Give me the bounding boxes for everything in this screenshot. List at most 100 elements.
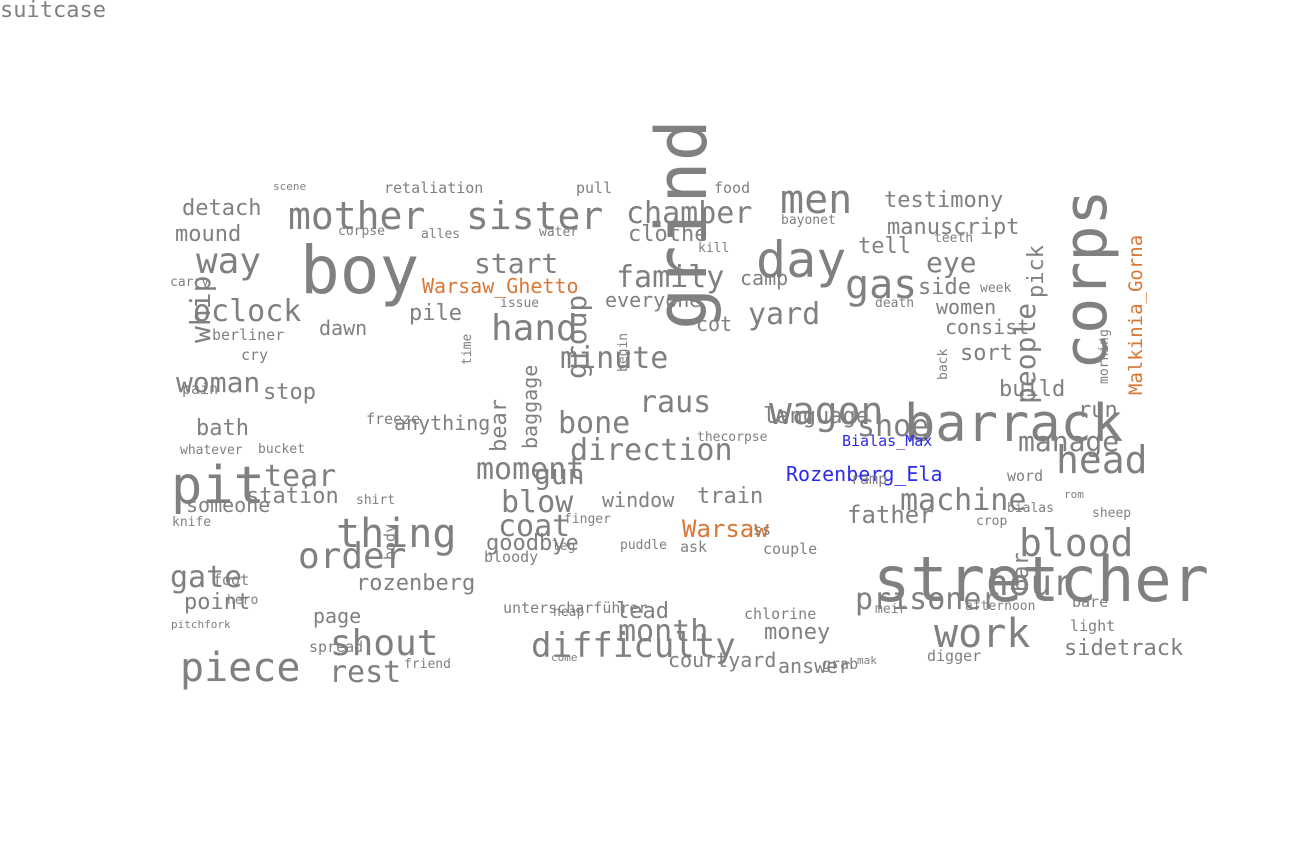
word-warsaw: Warsaw <box>682 515 769 543</box>
word-hour: hour <box>987 563 1074 604</box>
word-back: back <box>936 348 951 380</box>
word-issue: issue <box>500 296 540 311</box>
word-body: body <box>381 523 399 560</box>
word-rest: rest <box>329 655 402 690</box>
word-finger: finger <box>564 512 611 527</box>
word-detach: detach <box>182 196 262 221</box>
word-blow: blow <box>501 485 574 520</box>
word-wagon: wagon <box>769 389 884 433</box>
word-gas: gas <box>845 262 918 308</box>
word-sidetrack: sidetrack <box>1064 636 1184 661</box>
word-eye: eye <box>926 246 977 279</box>
word-teeth: teeth <box>934 231 974 246</box>
word-pit: pit <box>171 456 265 516</box>
word-shoe: shoe <box>857 409 930 444</box>
word-someone: someone <box>186 493 271 517</box>
word-language: language <box>763 404 869 429</box>
word-grind: grind <box>641 119 723 330</box>
word-run: run <box>1078 398 1118 423</box>
word-grab: grab <box>822 655 859 673</box>
word-work: work <box>934 611 1031 657</box>
word-manage: manage <box>1018 425 1120 458</box>
word-everyone: everyone <box>605 288 702 312</box>
word-rozenberg: rozenberg <box>356 571 476 596</box>
word-mother: mother <box>288 194 426 238</box>
word-heap: heap <box>553 605 585 620</box>
word-consist: consist <box>945 315 1030 339</box>
word-hand: hand <box>491 308 578 349</box>
word-tell: tell <box>858 234 911 259</box>
word-unterscharf-hrer: unterscharführer <box>503 599 648 617</box>
word-gate: gate <box>170 560 243 595</box>
word-bare: bare <box>1072 593 1109 611</box>
word-shirt: shirt <box>356 493 396 508</box>
word-pick: pick <box>1024 245 1049 298</box>
word-side: side <box>918 275 971 300</box>
word-start: start <box>474 247 559 280</box>
word-cot: cot <box>696 312 733 336</box>
word-thecorpse: thecorpse <box>697 430 768 445</box>
word-direction: direction <box>570 433 733 468</box>
word-bloody: bloody <box>484 548 539 566</box>
word-bayonet: bayonet <box>781 213 836 228</box>
word-shout: shout <box>330 623 439 664</box>
word-bar: bar <box>1009 552 1034 592</box>
word-window: window <box>602 488 675 512</box>
word-women: women <box>936 295 997 319</box>
word-moment: moment <box>476 452 585 487</box>
word-chamber: chamber <box>626 196 753 231</box>
word-corpse: corpse <box>338 224 385 239</box>
word-month: month <box>618 614 709 649</box>
word-scene: scene <box>273 180 307 193</box>
word-point: point <box>184 590 251 615</box>
word-rozenberg-ela: Rozenberg_Ela <box>786 462 943 486</box>
word-sheep: sheep <box>1092 506 1132 521</box>
word-oclock: oclock <box>193 294 302 329</box>
word-freeze: freeze <box>366 410 421 428</box>
word-raus: raus <box>639 385 712 420</box>
word-family: family <box>616 260 725 295</box>
word-pull: pull <box>576 179 613 197</box>
word-goodbye: goodbye <box>486 531 579 556</box>
word-carry: carry <box>170 275 210 290</box>
word-father: father <box>847 501 934 529</box>
word-leg: leg <box>552 539 576 554</box>
word-berliner: berliner <box>212 326 285 344</box>
word-stretcher: stretcher <box>873 543 1209 616</box>
word-ask: ask <box>680 538 708 556</box>
word-woman: woman <box>176 366 261 399</box>
word-time: time <box>460 333 475 365</box>
word-bialas: bialas <box>1007 501 1054 516</box>
word-friend: friend <box>404 657 451 672</box>
word-minute: minute <box>560 341 669 376</box>
word-sort: sort <box>960 341 1013 366</box>
word-way: way <box>196 241 262 282</box>
word-testimony: testimony <box>884 188 1004 213</box>
word-foot: foot <box>213 571 250 589</box>
word-train: train <box>697 484 764 509</box>
word-afternoon: afternoon <box>965 599 1036 614</box>
word-station: station <box>246 484 339 509</box>
word-knife: knife <box>172 515 212 530</box>
word-clothe: clothe <box>628 222 708 247</box>
word-ss: ss <box>753 521 772 539</box>
word-cry: cry <box>241 346 269 364</box>
word-pitchfork: pitchfork <box>171 618 231 631</box>
word-gun: gun <box>534 458 585 491</box>
word-bear: bear <box>487 399 512 452</box>
word-day: day <box>756 231 847 289</box>
word-lead: lead <box>616 599 669 624</box>
word-mak: mak <box>857 654 877 667</box>
word-prisoner: prisoner <box>855 582 1000 617</box>
word-manuscript: manuscript <box>887 215 1020 240</box>
word-baggage: baggage <box>518 364 542 449</box>
word-answer: answer <box>778 654 851 678</box>
word-warsaw-ghetto: Warsaw_Ghetto <box>422 274 579 298</box>
word-spread: spread <box>309 638 364 656</box>
word-morning: morning <box>1097 329 1112 384</box>
word-courtyard: courtyard <box>668 648 777 672</box>
word-build: build <box>999 377 1066 402</box>
word-order: order <box>298 536 407 577</box>
word-hero: hero <box>227 593 259 608</box>
